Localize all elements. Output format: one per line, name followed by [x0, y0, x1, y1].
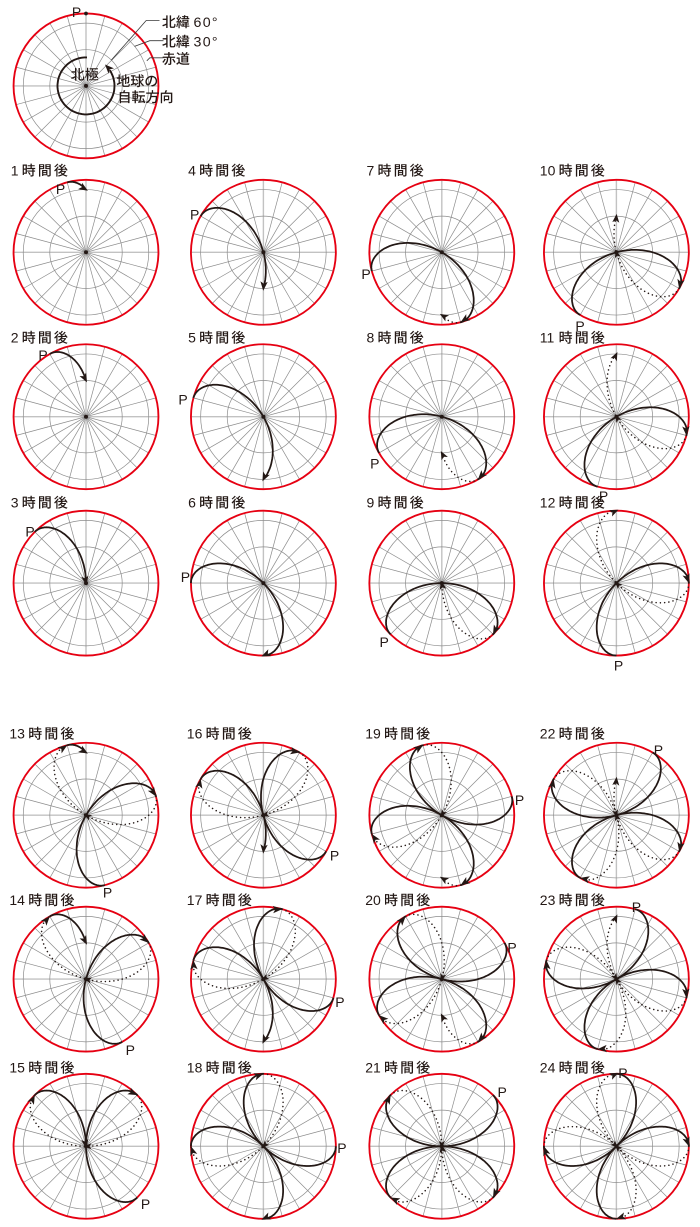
svg-text:P: P: [126, 1042, 135, 1058]
svg-text:22: 22: [540, 726, 556, 742]
svg-text:P: P: [25, 524, 34, 540]
svg-text:P: P: [632, 899, 641, 915]
svg-text:P: P: [337, 1140, 346, 1156]
svg-text:21: 21: [365, 1060, 381, 1076]
svg-text:3: 3: [11, 495, 19, 511]
svg-text:13: 13: [9, 726, 25, 742]
svg-text:10: 10: [540, 162, 556, 178]
svg-text:P: P: [330, 847, 339, 863]
svg-text:P: P: [507, 940, 516, 956]
svg-text:17: 17: [187, 892, 203, 908]
svg-text:14: 14: [9, 892, 25, 908]
svg-text:P: P: [141, 1196, 150, 1212]
svg-text:20: 20: [365, 892, 381, 908]
svg-text:P: P: [614, 658, 623, 674]
svg-text:4: 4: [188, 162, 196, 178]
svg-text:2: 2: [11, 330, 19, 346]
svg-text:1: 1: [11, 162, 19, 178]
svg-text:5: 5: [188, 330, 196, 346]
svg-text:P: P: [335, 994, 344, 1010]
svg-text:P: P: [38, 347, 47, 363]
svg-text:24: 24: [540, 1060, 556, 1076]
svg-text:30°: 30°: [194, 35, 219, 51]
svg-text:P: P: [72, 4, 81, 20]
svg-text:15: 15: [9, 1060, 25, 1076]
svg-text:P: P: [618, 1065, 627, 1081]
svg-text:7: 7: [367, 162, 375, 178]
svg-text:P: P: [190, 206, 199, 222]
svg-text:16: 16: [187, 726, 203, 742]
svg-text:9: 9: [367, 495, 375, 511]
svg-text:12: 12: [540, 495, 556, 511]
svg-text:6: 6: [188, 495, 196, 511]
svg-text:18: 18: [187, 1060, 203, 1076]
svg-text:8: 8: [367, 330, 375, 346]
svg-text:60°: 60°: [194, 15, 219, 31]
svg-text:P: P: [181, 569, 190, 585]
svg-text:P: P: [56, 181, 65, 197]
svg-text:P: P: [599, 488, 608, 504]
svg-text:P: P: [178, 391, 187, 407]
svg-text:11: 11: [540, 330, 555, 346]
svg-text:P: P: [380, 634, 389, 650]
svg-text:P: P: [515, 792, 524, 808]
svg-text:P: P: [498, 1084, 507, 1100]
svg-text:P: P: [103, 885, 112, 901]
svg-text:P: P: [575, 318, 584, 334]
svg-text:19: 19: [365, 726, 381, 742]
svg-text:P: P: [361, 266, 370, 282]
svg-text:23: 23: [540, 892, 556, 908]
svg-text:P: P: [654, 742, 663, 758]
svg-text:P: P: [370, 456, 379, 472]
